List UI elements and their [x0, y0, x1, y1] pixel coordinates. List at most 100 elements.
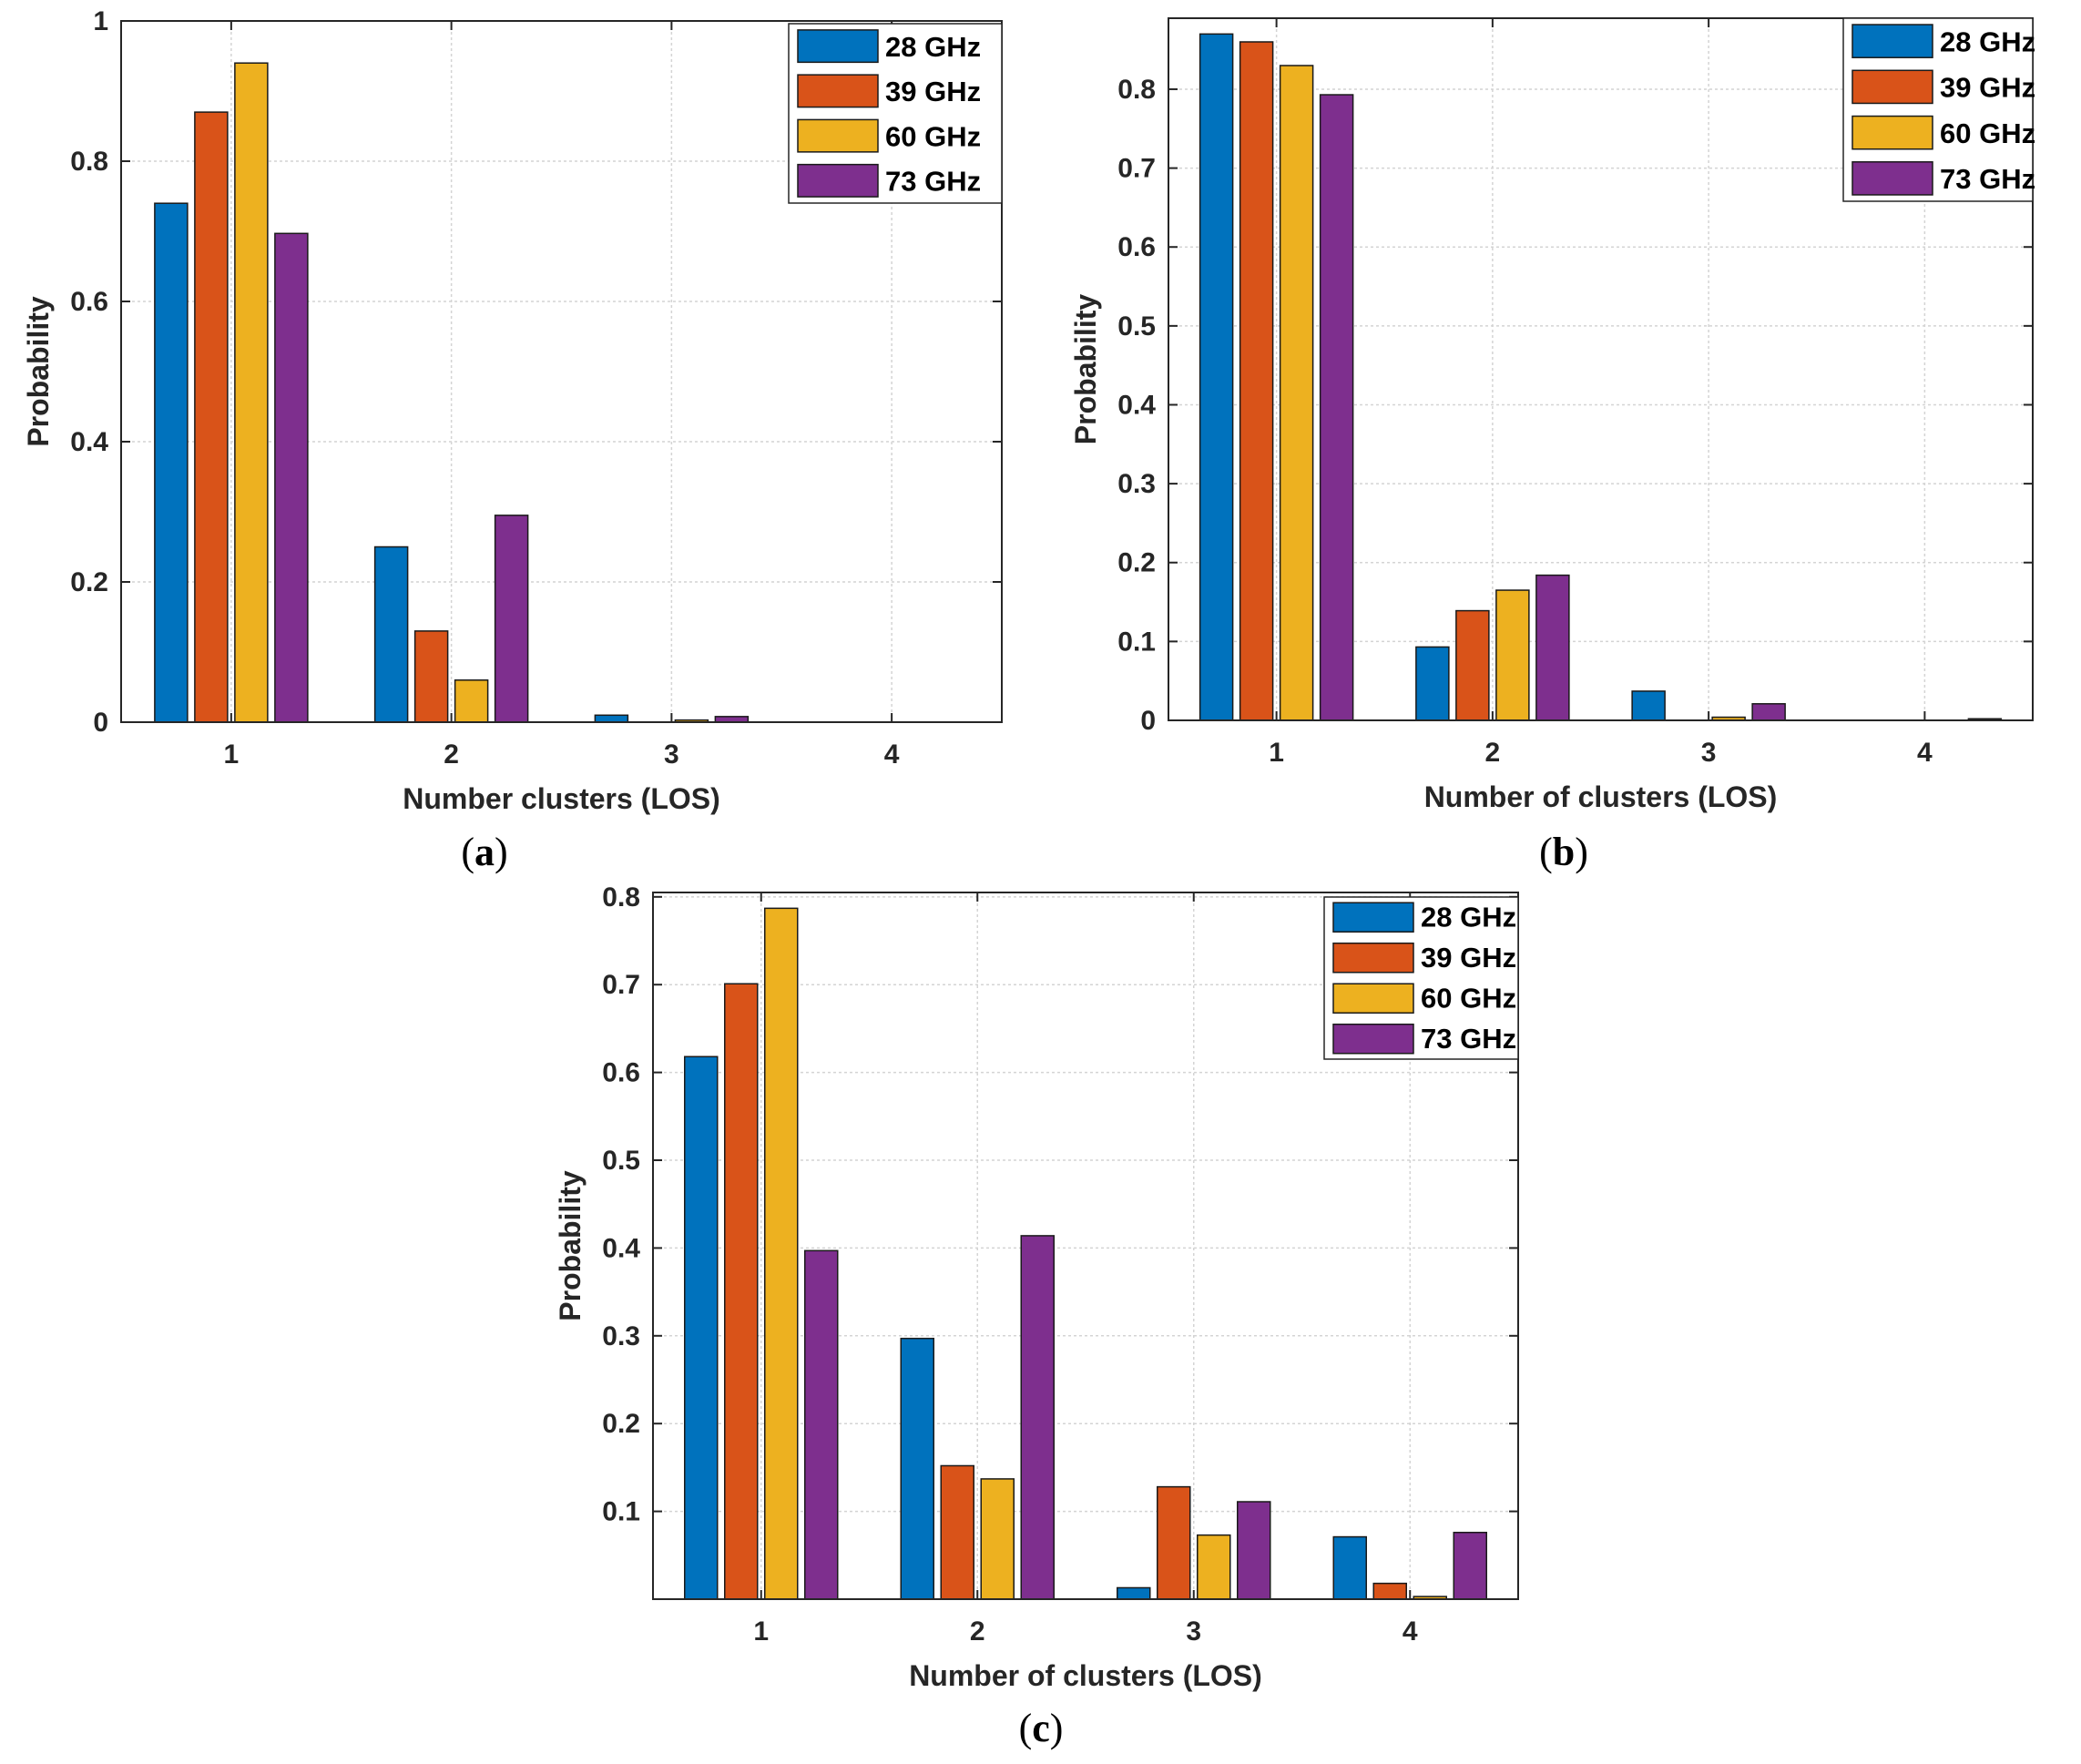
- chart-a: 0 0.2 0.4 0.6 0.8 1 1 2 3 4 Number clusters (LOS) P…: [22, 6, 1003, 874]
- legend-label: 73 GHz: [1421, 1023, 1516, 1055]
- bar-39ghz-cat2: [413, 630, 449, 723]
- bar-60ghz-cat1: [1279, 65, 1314, 721]
- bar-73ghz-cat1: [804, 1249, 839, 1600]
- y-axis-label: Probability: [1069, 294, 1102, 445]
- y-tick-label: 0.4: [70, 427, 108, 457]
- legend-swatch: [1851, 115, 1933, 150]
- legend-swatch: [797, 163, 879, 198]
- y-tick-label: 0.8: [1117, 75, 1156, 105]
- x-tick-label: 1: [753, 1616, 769, 1647]
- y-tick-label: 0.3: [602, 1321, 640, 1351]
- bar-28ghz-cat2: [1415, 646, 1450, 721]
- y-tick-label: 0.4: [602, 1233, 640, 1263]
- y-tick-label: 0.1: [1117, 627, 1156, 657]
- legend-swatch: [1332, 902, 1414, 933]
- legend-label: 28 GHz: [1940, 25, 2035, 57]
- bar-28ghz-cat3: [1117, 1586, 1151, 1600]
- legend-label: 60 GHz: [885, 120, 981, 152]
- x-tick-label: 3: [1701, 738, 1717, 768]
- y-tick-label: 0.7: [602, 970, 640, 1000]
- subfigure-caption: (c): [1019, 1706, 1064, 1750]
- legend: 28 GHz 39 GHz 60 GHz 73 GHz: [1323, 896, 1519, 1060]
- bar-60ghz-cat1: [764, 907, 799, 1600]
- x-tick-label: 2: [1485, 738, 1501, 768]
- x-tick-label: 4: [1917, 738, 1933, 768]
- x-tick-label: 1: [224, 739, 240, 770]
- bar-60ghz-cat3: [1197, 1534, 1231, 1600]
- bar-28ghz-cat2: [373, 546, 409, 723]
- bar-39ghz-cat3: [1157, 1485, 1191, 1600]
- x-tick-label: 2: [444, 739, 459, 770]
- legend-label: 28 GHz: [885, 31, 981, 63]
- y-axis-label: Probability: [22, 296, 55, 447]
- legend-swatch: [1332, 942, 1414, 974]
- bar-28ghz-cat1: [1199, 33, 1234, 721]
- plot-frame: [120, 20, 1003, 723]
- x-axis-label: Number of clusters (LOS): [1424, 780, 1778, 813]
- chart-b: 0 0.1 0.2 0.3 0.4 0.5 0.6 0.7 0.8 1 2 3 4 Number of c…: [1069, 17, 2035, 874]
- legend: 28 GHz 39 GHz 60 GHz 73 GHz: [788, 23, 1003, 204]
- bar-60ghz-cat1: [234, 62, 269, 723]
- bar-28ghz-cat3: [1631, 690, 1666, 721]
- bar-39ghz-cat1: [724, 983, 759, 1600]
- y-tick-label: 0.5: [602, 1146, 640, 1176]
- plot-frame: [652, 892, 1519, 1600]
- x-tick-label: 2: [970, 1616, 985, 1647]
- y-tick-label: 0.6: [70, 287, 108, 317]
- bar-39ghz-cat2: [940, 1464, 974, 1600]
- bar-28ghz-cat1: [154, 202, 189, 723]
- legend-swatch: [1332, 983, 1414, 1015]
- bar-73ghz-cat1: [274, 232, 309, 723]
- y-tick-label: 0: [1140, 706, 1156, 736]
- y-tick-label: 0.1: [602, 1497, 640, 1527]
- plot-frame: [1168, 17, 2034, 721]
- bar-73ghz-cat2: [1535, 574, 1570, 721]
- bar-28ghz-cat2: [900, 1337, 934, 1600]
- bar-28ghz-cat3: [594, 714, 629, 723]
- y-tick-label: 0.8: [70, 147, 108, 177]
- y-tick-label: 0.2: [602, 1409, 640, 1439]
- y-tick-label: 0.3: [1117, 469, 1156, 499]
- bar-60ghz-cat2: [980, 1478, 1015, 1600]
- bar-60ghz-cat2: [1495, 589, 1530, 721]
- y-tick-label: 1: [93, 6, 108, 36]
- bar-39ghz-cat1: [1239, 41, 1274, 721]
- bar-73ghz-cat1: [1319, 94, 1354, 721]
- bar-60ghz-cat2: [454, 679, 489, 723]
- legend-swatch: [797, 74, 879, 108]
- bar-28ghz-cat4: [1332, 1535, 1367, 1600]
- legend-swatch: [1332, 1023, 1414, 1055]
- legend-swatch: [797, 29, 879, 64]
- y-tick-label: 0: [93, 708, 108, 738]
- bar-39ghz-cat1: [194, 111, 229, 723]
- bar-39ghz-cat4: [1372, 1582, 1407, 1600]
- x-tick-label: 1: [1269, 738, 1284, 768]
- legend-label: 60 GHz: [1940, 117, 2035, 149]
- legend-label: 39 GHz: [1940, 72, 2035, 104]
- chart-c: 0.1 0.2 0.3 0.4 0.5 0.6 0.7 0.8 1 2 3 4 Number of cl…: [554, 882, 1519, 1750]
- bar-73ghz-cat3: [1751, 703, 1786, 721]
- y-tick-label: 0.7: [1117, 154, 1156, 184]
- legend-label: 60 GHz: [1421, 983, 1516, 1015]
- legend-label: 28 GHz: [1421, 902, 1516, 933]
- x-tick-label: 4: [884, 739, 900, 770]
- legend-label: 73 GHz: [1940, 163, 2035, 195]
- y-tick-label: 0.8: [602, 882, 640, 913]
- bar-73ghz-cat3: [1237, 1501, 1271, 1600]
- subfigure-caption: (a): [461, 830, 507, 874]
- legend-swatch: [1851, 161, 1933, 196]
- y-tick-label: 0.6: [602, 1058, 640, 1088]
- y-tick-label: 0.6: [1117, 232, 1156, 262]
- y-tick-label: 0.4: [1117, 390, 1156, 420]
- bar-73ghz-cat2: [494, 515, 529, 723]
- subfigure-caption: (b): [1539, 830, 1588, 874]
- x-axis-label: Number clusters (LOS): [403, 782, 720, 815]
- bar-73ghz-cat2: [1020, 1235, 1055, 1600]
- x-axis-label: Number of clusters (LOS): [909, 1659, 1262, 1692]
- y-axis-label: Probability: [554, 1170, 587, 1321]
- legend-swatch: [797, 118, 879, 153]
- legend-swatch: [1851, 69, 1933, 105]
- x-tick-label: 3: [664, 739, 679, 770]
- legend-label: 73 GHz: [885, 166, 981, 198]
- legend: 28 GHz 39 GHz 60 GHz 73 GHz: [1842, 17, 2035, 202]
